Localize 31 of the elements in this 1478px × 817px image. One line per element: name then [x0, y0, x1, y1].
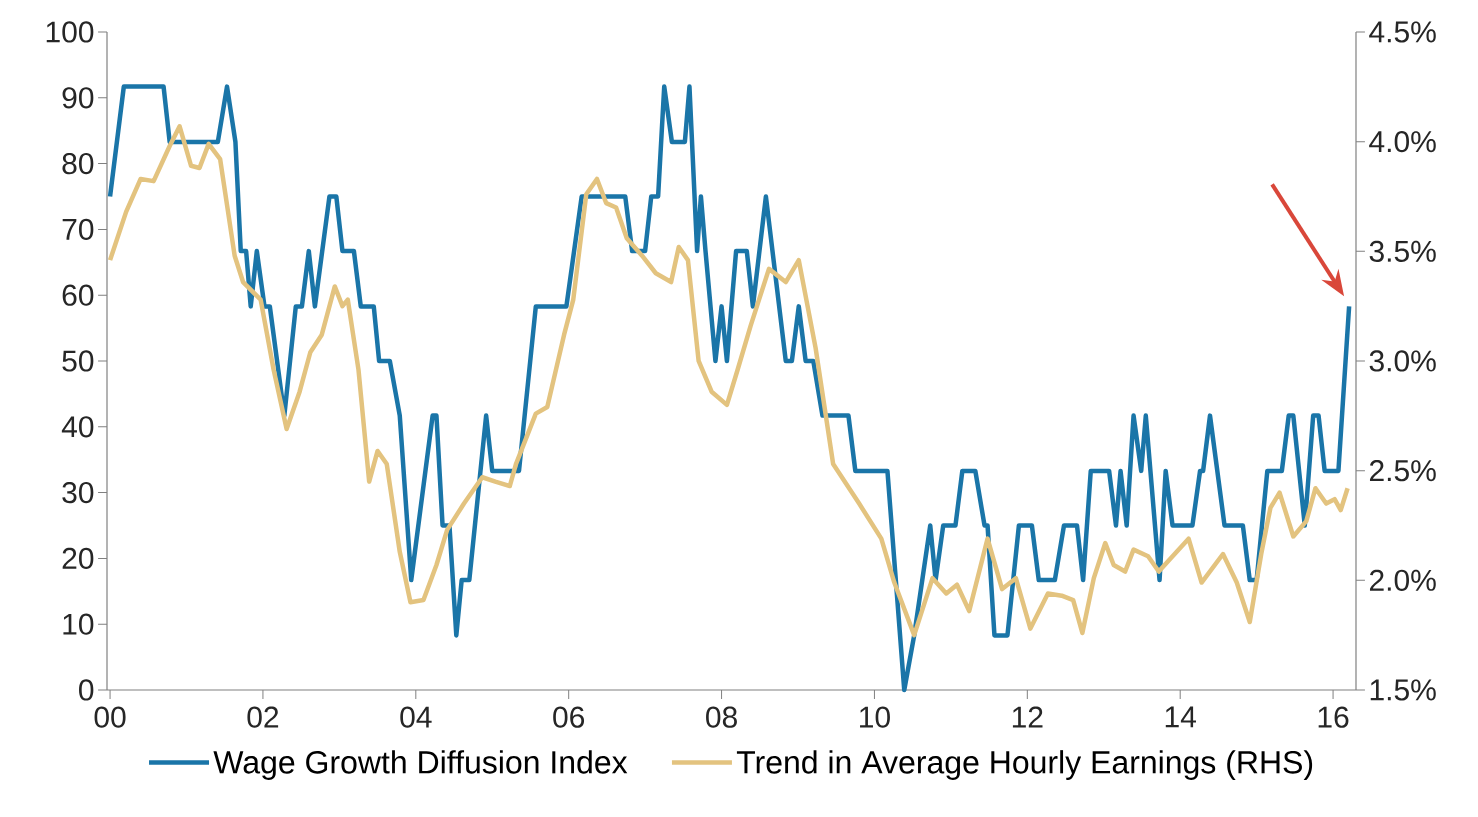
x-tick-label: 14 [1165, 706, 1196, 728]
x-tick-label: 16 [1318, 706, 1349, 728]
line-series [107, 84, 1352, 693]
y-tick-label: 50 [62, 350, 94, 372]
y2-tick-label: 3.5% [1369, 240, 1436, 262]
y-tick-label: 80 [62, 152, 94, 175]
y2-tick-label: 2.0% [1369, 569, 1436, 591]
y-tick-label: 90 [62, 87, 94, 109]
legend-label: Trend in Average Hourly Earnings (RHS) [736, 750, 1313, 780]
y2-tick-label: 1.5% [1370, 679, 1436, 701]
x-tick-label: 06 [553, 706, 585, 728]
y2-tick-label: 2.5% [1369, 460, 1436, 482]
y-tick-label: 30 [62, 481, 94, 504]
x-tick-label: 10 [860, 706, 890, 728]
x-tick-label: 04 [400, 706, 432, 728]
y-tick-label: 40 [61, 416, 94, 438]
y-tick-label: 10 [63, 613, 94, 635]
line-series [107, 124, 1350, 638]
x-tick-label: 00 [94, 706, 126, 728]
y-tick-label: 20 [62, 547, 94, 570]
y2-tick-label: 4.0% [1369, 131, 1436, 153]
y2-tick-label: 3.0% [1369, 350, 1436, 372]
y2-tick-label: 4.5% [1369, 21, 1436, 43]
y-tick-label: 0 [79, 679, 94, 701]
x-tick-label: 08 [706, 706, 737, 728]
y-tick-label: 70 [62, 218, 94, 241]
legend-label: Wage Growth Diffusion Index [213, 750, 628, 780]
x-tick-label: 02 [247, 706, 279, 728]
y-tick-label: 60 [62, 284, 94, 306]
y-tick-label: 100 [46, 21, 94, 43]
x-tick-label: 12 [1012, 706, 1043, 728]
